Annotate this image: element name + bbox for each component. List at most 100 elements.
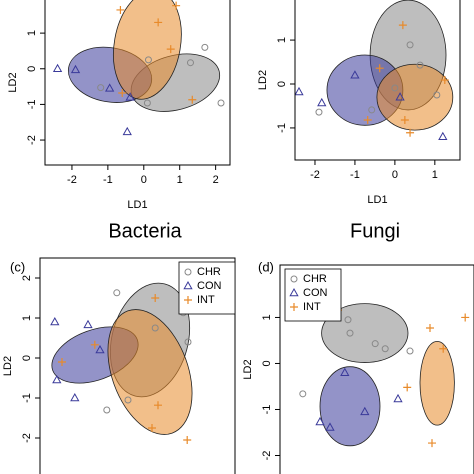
x-tick-label: 1 [432,169,438,181]
y-axis-label: LD2 [2,356,14,376]
point [151,324,159,332]
ellipse [419,340,455,426]
point [433,91,441,99]
legend-label: INT [197,294,215,306]
point [440,76,449,85]
point [290,303,298,311]
point [118,89,127,97]
caption: Bacteria [108,220,182,242]
point [186,59,194,67]
panel: -2 -1 0 1 2 LD2 (c) CHR CON INT [2,257,236,474]
point [122,126,132,136]
point [406,347,414,355]
frame [39,257,236,474]
point [188,95,197,104]
point [70,392,80,402]
frame [44,0,231,166]
point [315,416,325,426]
point [184,268,192,276]
panel: -1 0 1 -2 -1 0 1 LD1 LD2 Fungi [257,0,461,242]
point [144,56,152,64]
x-tick-label: -1 [350,169,360,181]
point [295,86,304,96]
point [290,275,298,283]
point [95,344,105,354]
point [83,319,93,329]
point [201,43,209,51]
point [439,344,448,353]
point [406,128,415,137]
caption: Fungi [350,220,400,242]
panel-label: (d) [258,259,274,274]
x-axis-label: LD1 [367,194,387,206]
point [151,294,160,302]
frame [294,0,461,161]
point [52,374,62,384]
y-tick-label: -1 [276,123,288,133]
legend-label: INT [303,301,321,313]
point [363,116,372,125]
point [143,99,151,107]
point [375,64,384,73]
y-tick-label: 2 [21,275,33,281]
panel-label: (c) [10,259,25,274]
panel: -2 -1 0 1 LD2 (d) CHR CON INT [242,259,474,474]
point [166,45,175,54]
point [70,64,81,74]
point [344,316,352,324]
point [371,340,379,348]
y-tick-label: -1 [26,100,38,110]
y-tick-label: 0 [276,81,288,87]
point [217,99,225,107]
y-tick-label: -2 [261,451,273,461]
ellipse [319,366,381,447]
y-tick-label: 0 [261,360,273,366]
point [116,5,125,14]
legend-label: CHR [303,273,327,285]
y-axis-label: LD2 [242,359,254,379]
y-tick-label: 1 [21,315,33,321]
x-tick-label: -1 [103,174,113,186]
point [395,92,405,101]
point [426,324,434,333]
x-tick-label: -2 [67,174,77,186]
point [393,393,403,403]
point [183,436,192,444]
point [58,358,66,366]
point [381,345,389,353]
plot-area [295,0,454,141]
point [184,296,192,304]
legend-label: CON [303,287,328,299]
point [50,316,60,326]
point [103,406,111,414]
y-tick-label: -1 [261,405,273,415]
point [124,396,132,404]
y-tick-label: 0 [21,355,33,361]
point [172,1,181,10]
legend-label: CHR [197,266,221,278]
ellipse [113,0,182,100]
x-tick-label: 2 [213,174,219,186]
point [113,289,121,297]
plot-area [50,282,193,444]
point [325,422,335,431]
point [368,106,376,114]
point [52,63,63,73]
point [340,367,350,376]
point [398,21,407,30]
point [183,280,193,290]
point [416,61,424,69]
point [400,116,409,125]
plot-area [52,0,225,136]
point [461,313,470,322]
panel: -2 -1 0 1 -2 -1 0 1 2 LD1 LD2 Bacteria [7,0,231,242]
x-tick-label: 1 [177,174,183,186]
point [154,18,163,27]
point [406,41,414,49]
point [154,401,162,410]
legend-box [284,268,342,322]
y-axis-label: LD2 [257,70,269,90]
point [90,340,99,349]
point [105,83,115,92]
ellipse [376,63,454,131]
